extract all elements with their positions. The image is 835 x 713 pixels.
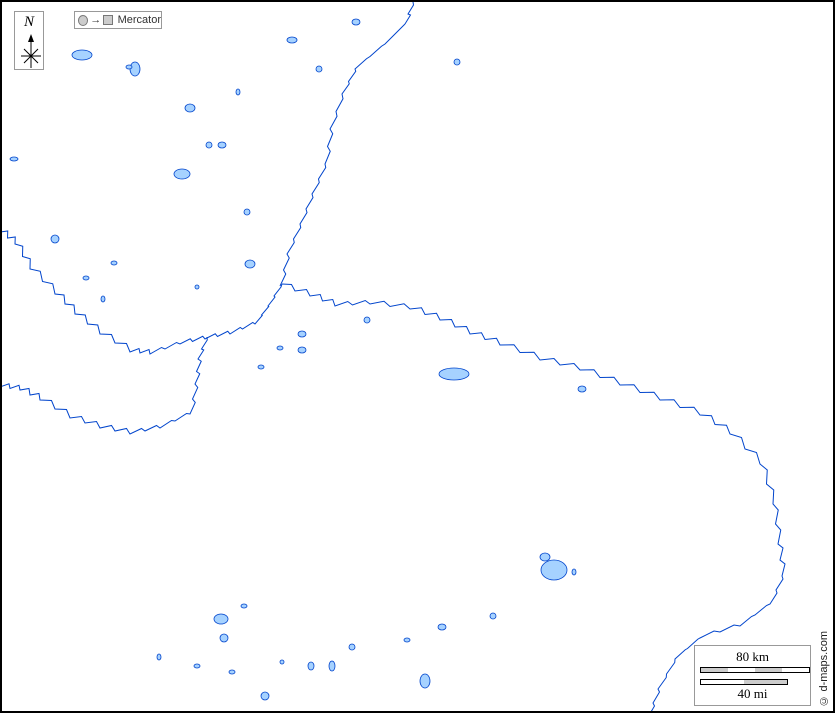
- lake: [577, 385, 587, 393]
- lake: [244, 259, 256, 269]
- lake: [213, 613, 229, 625]
- lake: [315, 65, 323, 73]
- lake: [82, 275, 90, 281]
- lake: [438, 367, 470, 381]
- river: [281, 283, 786, 711]
- north-arrow: N: [14, 11, 44, 70]
- lake: [571, 568, 577, 576]
- projection-badge: → Mercator: [74, 11, 162, 29]
- credit: © d-maps.com: [818, 631, 830, 707]
- lake: [279, 659, 285, 665]
- river: [2, 336, 208, 435]
- lake: [50, 234, 60, 244]
- lake: [328, 660, 336, 672]
- north-label: N: [23, 14, 34, 30]
- lake: [125, 64, 133, 70]
- lake: [437, 623, 447, 631]
- lake: [419, 673, 431, 689]
- projection-label: Mercator: [117, 14, 161, 26]
- lake: [257, 364, 265, 370]
- lake: [9, 156, 19, 162]
- scale-km-label: 80 km: [736, 649, 769, 664]
- globe-icon: [78, 14, 89, 26]
- river: [279, 2, 415, 287]
- lake: [453, 58, 461, 66]
- lake: [363, 316, 371, 324]
- scale-mi-label: 40 mi: [737, 686, 768, 701]
- lake: [489, 612, 497, 620]
- lake: [205, 141, 213, 149]
- lake: [297, 346, 307, 354]
- lake: [297, 330, 307, 338]
- lake: [286, 36, 298, 44]
- lake: [173, 168, 191, 180]
- lake: [156, 653, 162, 661]
- lake: [129, 61, 141, 77]
- compass-rose-icon: [21, 34, 41, 68]
- lake: [260, 691, 270, 701]
- lake: [194, 284, 200, 290]
- lake: [217, 141, 227, 149]
- lake: [219, 633, 229, 643]
- lake: [348, 643, 356, 651]
- lake: [351, 18, 361, 26]
- lake: [540, 559, 568, 581]
- lake: [243, 208, 251, 216]
- lake: [539, 552, 551, 562]
- lake: [110, 260, 118, 266]
- lake: [71, 49, 93, 61]
- lake: [403, 637, 411, 643]
- lake: [307, 661, 315, 671]
- lake: [184, 103, 196, 113]
- square-icon: [103, 15, 113, 25]
- lake: [100, 295, 106, 303]
- river: [2, 230, 283, 355]
- scale-mi-bar: [700, 679, 788, 685]
- lake: [240, 603, 248, 609]
- arrow-icon: →: [90, 14, 102, 26]
- scale-km-bar: [700, 667, 810, 673]
- lake: [235, 88, 241, 96]
- scale-bar: 80 km 40 mi: [694, 645, 811, 706]
- lake: [193, 663, 201, 669]
- lake: [228, 669, 236, 675]
- lake: [276, 345, 284, 351]
